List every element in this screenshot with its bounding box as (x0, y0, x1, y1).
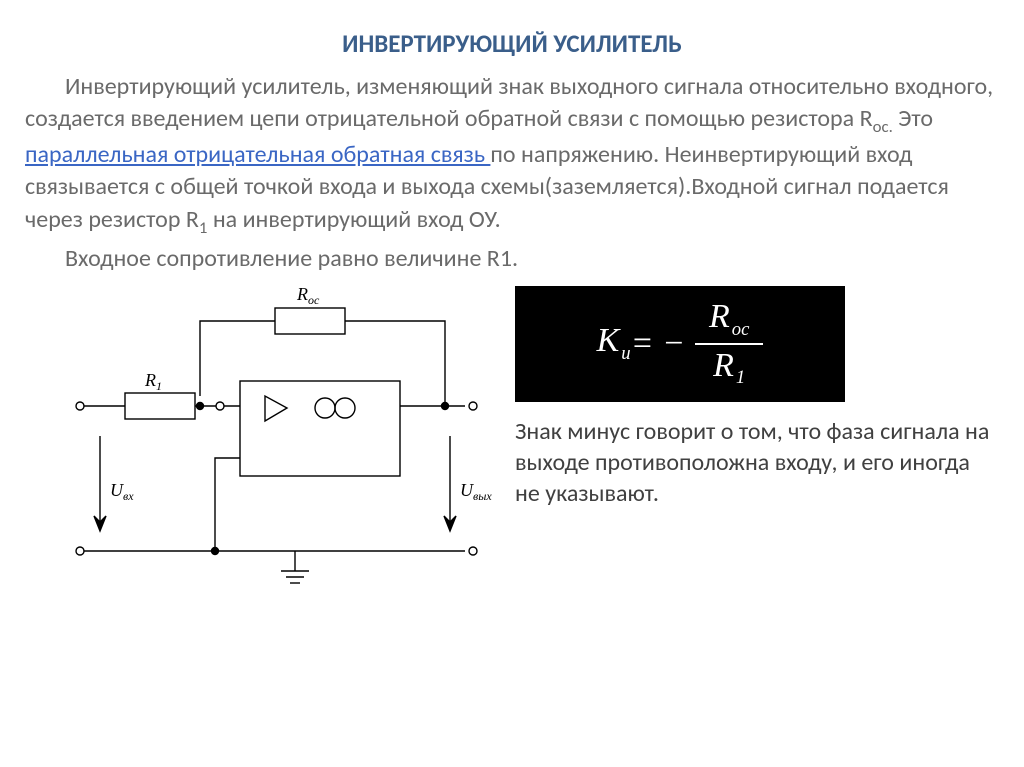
p1-part-d: на инвертирующий вход ОУ. (207, 205, 500, 234)
minus-sign-note: Знак минус говорит о том, что фаза сигна… (515, 416, 999, 510)
circuit-diagram: Rос R1 Uвх Uвых (25, 286, 505, 596)
p1-sub1: ос. (873, 116, 893, 137)
formula-eq: = − (631, 325, 685, 363)
right-column: Ku = − Rос R1 Знак минус говорит о том, … (505, 286, 999, 596)
paragraph-2: Входное сопротивление равно величине R1. (25, 243, 999, 275)
svg-text:Rос: Rос (296, 286, 320, 307)
p1-part-a: Инвертирующий усилитель, изменяющий знак… (25, 72, 993, 133)
lower-row: Rос R1 Uвх Uвых Ku = − Rос R1 Знак минус… (25, 286, 999, 596)
formula-fraction: Rос R1 (695, 298, 763, 390)
formula-lhs: Ku (597, 322, 631, 365)
page-title: ИНВЕРТИРУЮЩИЙ УСИЛИТЕЛЬ (25, 28, 999, 59)
svg-text:Uвых: Uвых (460, 480, 492, 503)
p1-part-b: Это (893, 104, 933, 133)
gain-formula: Ku = − Rос R1 (515, 286, 845, 402)
paragraph-1: Инвертирующий усилитель, изменяющий знак… (25, 71, 999, 239)
svg-text:R1: R1 (144, 370, 162, 393)
feedback-link: параллельная отрицательная обратная связ… (25, 140, 490, 169)
circuit-svg: Rос R1 Uвх Uвых (25, 286, 505, 596)
svg-text:Uвх: Uвх (110, 480, 134, 503)
